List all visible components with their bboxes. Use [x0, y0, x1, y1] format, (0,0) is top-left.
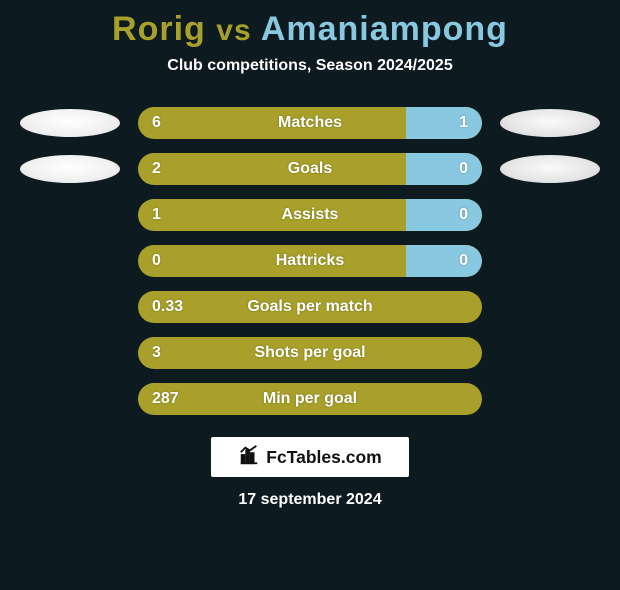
stat-bar: 10Assists [138, 199, 482, 231]
title-right: Amaniampong [261, 10, 508, 48]
row-spacer [500, 339, 600, 367]
comparison-row: 10Assists [0, 197, 620, 233]
stat-bar: 00Hattricks [138, 245, 482, 277]
stat-bar: 3Shots per goal [138, 337, 482, 369]
stat-bar-right-segment [406, 107, 482, 139]
row-spacer [20, 201, 120, 229]
title-left: Rorig [112, 10, 206, 48]
stat-left-value: 0 [152, 245, 161, 277]
bar-chart-icon [238, 444, 260, 471]
row-spacer [20, 293, 120, 321]
stat-left-value: 3 [152, 337, 161, 369]
stat-metric-label: Goals per match [138, 291, 482, 323]
comparison-row: 287Min per goal [0, 381, 620, 417]
row-spacer [500, 201, 600, 229]
title: Rorig vs Amaniampong [0, 10, 620, 49]
row-spacer [20, 247, 120, 275]
stat-bar-right-segment [406, 245, 482, 277]
comparison-row: 20Goals [0, 151, 620, 187]
row-spacer [20, 339, 120, 367]
stat-bar: 20Goals [138, 153, 482, 185]
player-left-placeholder [20, 155, 120, 183]
comparison-row: 0.33Goals per match [0, 289, 620, 325]
stat-left-value: 2 [152, 153, 161, 185]
watermark: FcTables.com [211, 437, 409, 477]
comparison-row: 61Matches [0, 105, 620, 141]
stat-bar: 0.33Goals per match [138, 291, 482, 323]
title-vs: vs [216, 14, 251, 47]
stat-left-value: 0.33 [152, 291, 183, 323]
stat-left-value: 287 [152, 383, 179, 415]
stat-right-value: 1 [459, 107, 468, 139]
stat-bar-right-segment [406, 199, 482, 231]
stat-right-value: 0 [459, 199, 468, 231]
stat-right-value: 0 [459, 153, 468, 185]
stat-bar-right-segment [406, 153, 482, 185]
row-spacer [20, 385, 120, 413]
player-right-placeholder [500, 109, 600, 137]
comparison-row: 3Shots per goal [0, 335, 620, 371]
row-spacer [500, 293, 600, 321]
subtitle: Club competitions, Season 2024/2025 [0, 57, 620, 75]
row-spacer [500, 385, 600, 413]
comparison-rows: 61Matches20Goals10Assists00Hattricks0.33… [0, 105, 620, 417]
watermark-label: FcTables.com [266, 447, 381, 468]
stat-left-value: 6 [152, 107, 161, 139]
row-spacer [500, 247, 600, 275]
date-label: 17 september 2024 [0, 491, 620, 509]
stat-metric-label: Shots per goal [138, 337, 482, 369]
player-left-placeholder [20, 109, 120, 137]
stat-left-value: 1 [152, 199, 161, 231]
stat-metric-label: Min per goal [138, 383, 482, 415]
player-right-placeholder [500, 155, 600, 183]
comparison-row: 00Hattricks [0, 243, 620, 279]
stat-bar: 61Matches [138, 107, 482, 139]
stat-right-value: 0 [459, 245, 468, 277]
stat-bar: 287Min per goal [138, 383, 482, 415]
